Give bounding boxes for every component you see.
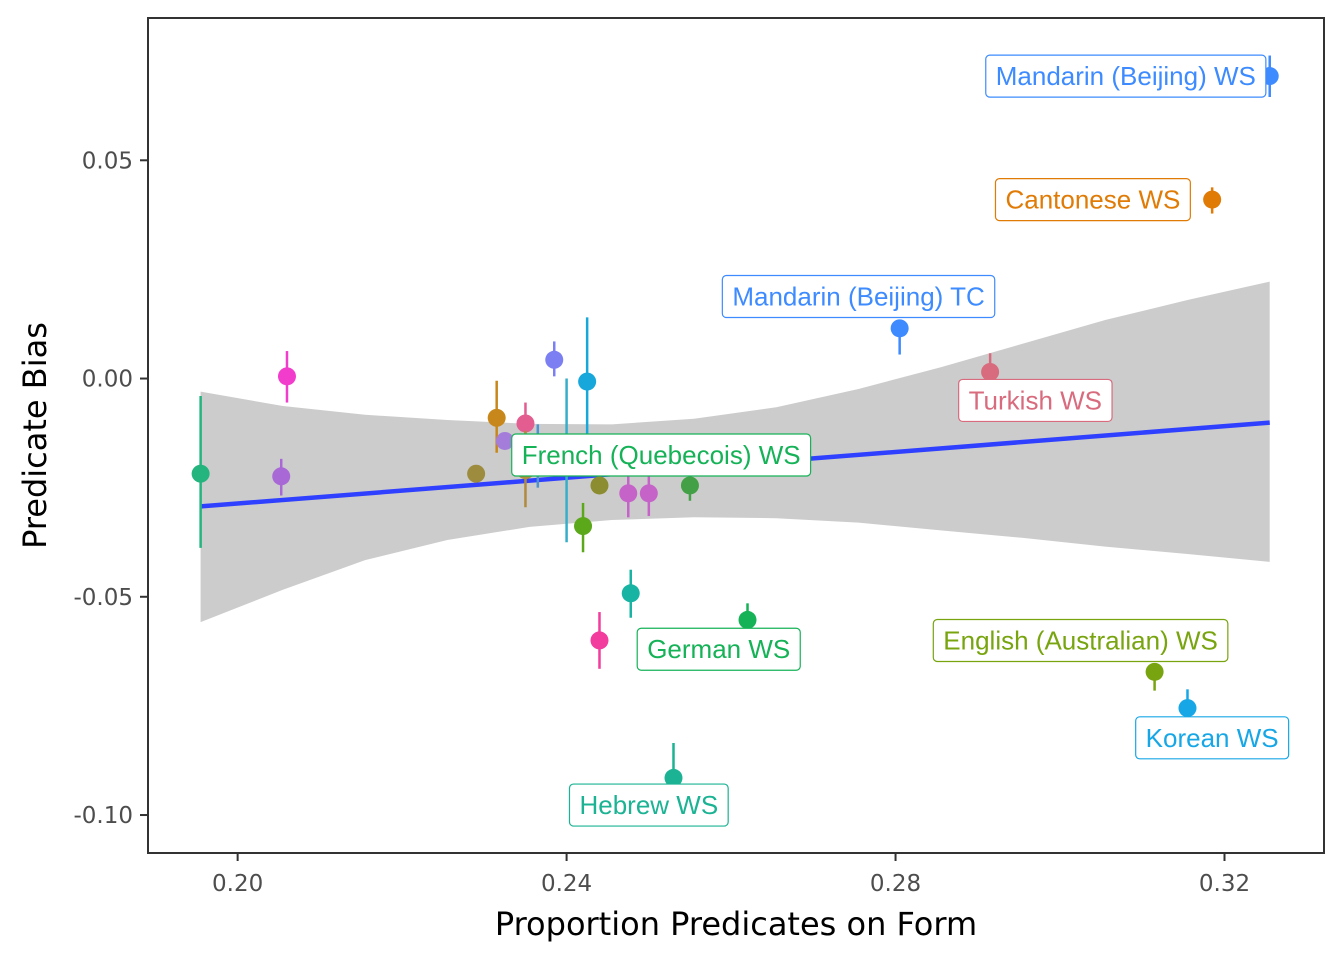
data-point: [890, 319, 909, 338]
point-label-box: Hebrew WS: [568, 783, 729, 827]
axes-layer: 0.20 0.24 0.28 0.32 0.05 0.00 -0.05 -0.10: [73, 148, 1250, 897]
x-tick-label: 0.20: [212, 871, 263, 897]
x-tick-label: 0.32: [1199, 871, 1250, 897]
data-point: [639, 484, 658, 503]
x-axis-title: Proportion Predicates on Form: [495, 905, 977, 943]
y-tick-label: -0.10: [73, 803, 133, 829]
data-point: [590, 631, 609, 650]
data-point: [578, 372, 597, 391]
data-point: [1203, 190, 1222, 209]
point-label-box: German WS: [636, 627, 801, 671]
point-label: French (Quebecois) WS: [522, 440, 801, 470]
data-point: [545, 350, 564, 369]
label-box-frame: [985, 54, 1267, 98]
data-point: [516, 414, 535, 433]
point-label-box: French (Quebecois) WS: [511, 433, 812, 477]
point-label-box: Korean WS: [1135, 716, 1290, 760]
label-box-frame: [1135, 716, 1290, 760]
x-tick-label: 0.24: [541, 871, 592, 897]
point-label: Mandarin (Beijing) WS: [996, 61, 1256, 91]
point-label-box: Mandarin (Beijing) TC: [721, 274, 996, 319]
point-label: Turkish WS: [969, 385, 1102, 415]
data-point: [487, 408, 506, 427]
data-point: [495, 431, 514, 450]
data-point: [574, 517, 593, 536]
point-label-box: Cantonese WS: [994, 178, 1191, 222]
y-axis-title: Predicate Bias: [16, 322, 54, 549]
label-box-frame: [511, 433, 812, 477]
label-box-frame: [932, 618, 1229, 663]
data-point: [1145, 662, 1164, 681]
point-label: Mandarin (Beijing) TC: [732, 282, 984, 312]
point-label: German WS: [647, 634, 790, 664]
point-labels-layer: Hebrew WS German WS Mandarin (Beijing) TC T…: [511, 54, 1290, 827]
y-tick-label: 0.00: [82, 367, 133, 393]
data-point: [1178, 699, 1197, 718]
data-point: [191, 464, 210, 483]
label-box-frame: [636, 627, 801, 671]
data-point: [621, 584, 640, 603]
point-label: Cantonese WS: [1005, 185, 1180, 215]
data-point: [738, 610, 757, 629]
data-point: [664, 768, 683, 787]
label-box-frame: [568, 783, 729, 827]
point-label: Hebrew WS: [579, 790, 718, 820]
data-point: [619, 484, 638, 503]
point-label-box: Turkish WS: [958, 378, 1113, 423]
data-point: [981, 362, 1000, 381]
x-tick-label: 0.28: [870, 871, 921, 897]
label-box-frame: [958, 378, 1113, 423]
data-point: [590, 476, 609, 495]
data-point: [467, 464, 486, 483]
point-label: Korean WS: [1146, 723, 1279, 753]
point-label-box: English (Australian) WS: [932, 618, 1229, 663]
point-label-box: Mandarin (Beijing) WS: [985, 54, 1267, 98]
label-box-frame: [721, 274, 996, 319]
data-point: [277, 367, 296, 386]
y-tick-label: -0.05: [73, 585, 133, 611]
plot-panel-border: [147, 17, 1325, 854]
point-label: English (Australian) WS: [943, 625, 1218, 655]
data-point: [680, 476, 699, 495]
y-tick-label: 0.05: [82, 148, 133, 174]
data-point: [272, 467, 291, 486]
label-box-frame: [994, 178, 1191, 222]
